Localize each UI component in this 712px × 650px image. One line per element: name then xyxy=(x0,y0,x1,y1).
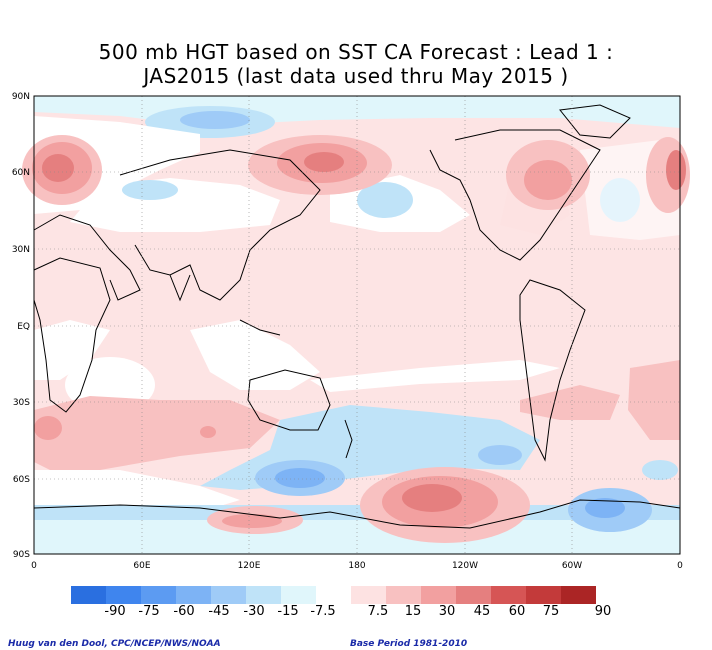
map-title-line1: 500 mb HGT based on SST CA Forecast : Le… xyxy=(98,40,614,64)
base-period: Base Period 1981-2010 xyxy=(350,639,468,649)
colorbar-label: -15 xyxy=(277,604,298,619)
colorbar-label: 75 xyxy=(543,604,560,619)
colorbar-swatch xyxy=(71,586,106,604)
lat-label: 60S xyxy=(13,475,30,485)
colorbar-label: 7.5 xyxy=(368,604,389,619)
lat-label: 30N xyxy=(12,245,30,255)
lat-lon-grid xyxy=(34,96,680,554)
lon-label: 0 xyxy=(31,561,37,571)
colorbar-swatch xyxy=(456,586,491,604)
latitude-labels: 90N 60N 30N EQ 30S 60S 90S xyxy=(12,92,30,560)
lon-label: 120W xyxy=(452,561,478,571)
colorbar-label: -45 xyxy=(208,604,229,619)
colorbar-swatch xyxy=(211,586,246,604)
colorbar-label: 45 xyxy=(474,604,491,619)
colorbar-label: 60 xyxy=(509,604,526,619)
lat-label: 90S xyxy=(13,550,30,560)
colorbar-swatch xyxy=(316,586,351,604)
lon-label: 60E xyxy=(133,561,150,571)
coastlines xyxy=(33,104,681,529)
colorbar-swatch xyxy=(351,586,386,604)
longitude-labels: 0 60E 120E 180 120W 60W 0 xyxy=(31,561,683,571)
map-title-line2: JAS2015 (last data used thru May 2015 ) xyxy=(143,64,569,88)
lon-label: 60W xyxy=(562,561,582,571)
colorbar-swatch xyxy=(526,586,561,604)
color-bar-labels: -90 -75 -60 -45 -30 -15 -7.5 7.5 15 30 4… xyxy=(104,604,611,619)
colorbar-swatch xyxy=(281,586,316,604)
anomaly-map: 90N 60N 30N EQ 30S 60S 90S 0 60E 120E 18… xyxy=(12,92,690,571)
lat-label: 30S xyxy=(13,398,30,408)
colorbar-swatch xyxy=(141,586,176,604)
colorbar-label: -75 xyxy=(138,604,159,619)
colorbar-label: -90 xyxy=(104,604,125,619)
colorbar-label: 90 xyxy=(595,604,612,619)
colorbar-swatch xyxy=(561,586,596,604)
colorbar-swatch xyxy=(386,586,421,604)
colorbar-swatch xyxy=(106,586,141,604)
lon-label: 120E xyxy=(238,561,261,571)
lat-label: 60N xyxy=(12,168,30,178)
colorbar-swatch xyxy=(246,586,281,604)
color-bar-swatches xyxy=(71,586,596,604)
colorbar-label: -60 xyxy=(173,604,194,619)
colorbar-swatch xyxy=(421,586,456,604)
colorbar-label: -7.5 xyxy=(310,604,335,619)
author-credit: Huug van den Dool, CPC/NCEP/NWS/NOAA xyxy=(8,639,221,649)
colorbar-label: 15 xyxy=(405,604,422,619)
lon-label: 180 xyxy=(348,561,365,571)
colorbar-swatch xyxy=(491,586,526,604)
colorbar-swatch xyxy=(176,586,211,604)
lat-label: EQ xyxy=(17,322,30,332)
lon-label: 0 xyxy=(677,561,683,571)
colorbar-label: 30 xyxy=(439,604,456,619)
lat-label: 90N xyxy=(12,92,30,102)
colorbar-label: -30 xyxy=(243,604,264,619)
map-frame xyxy=(33,95,681,555)
anomaly-shading xyxy=(22,96,690,554)
